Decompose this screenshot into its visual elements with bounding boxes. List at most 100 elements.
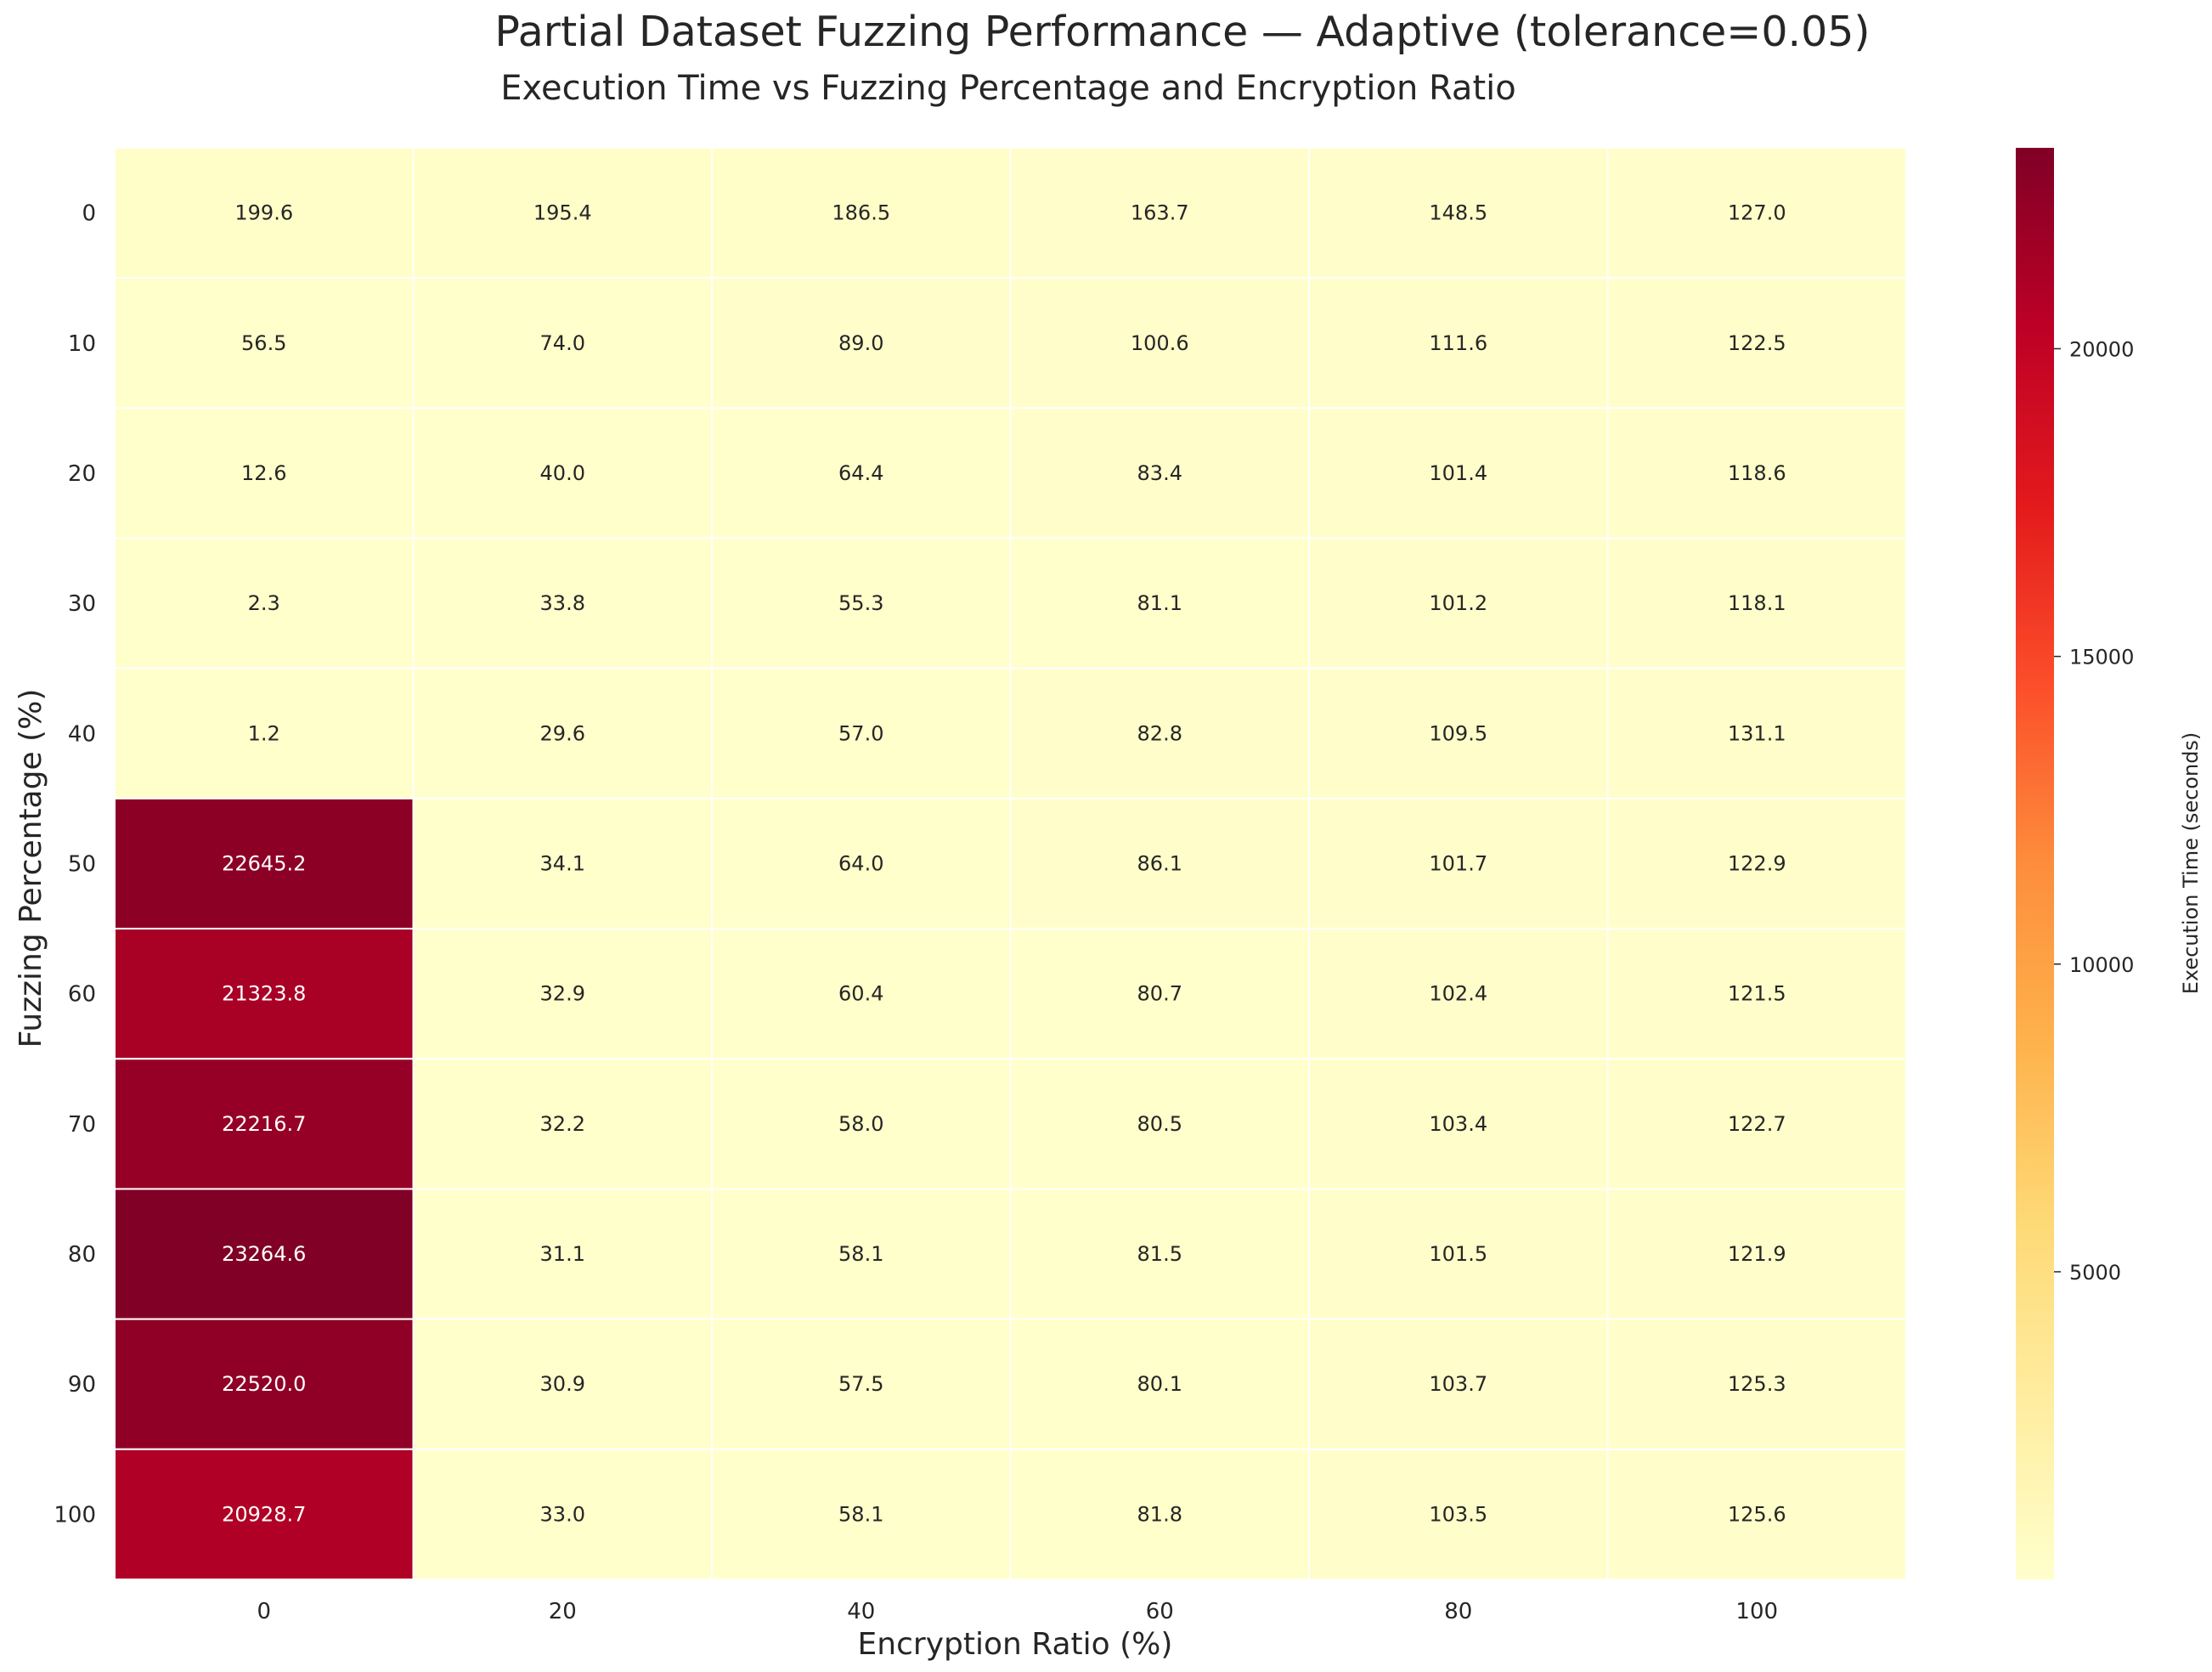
heatmap-cell: [1606, 1188, 1907, 1320]
cell-value-label: 22645.2: [222, 852, 306, 876]
heatmap-cell: [711, 1188, 1012, 1320]
cell-value-label: 101.7: [1429, 852, 1487, 876]
cell-value-label: 163.7: [1131, 201, 1189, 225]
cell-value-label: 40.0: [540, 461, 585, 485]
cell-value-label: 122.7: [1728, 1112, 1786, 1136]
heatmap-cell: [412, 537, 713, 669]
cell-value-label: 89.0: [838, 331, 883, 355]
cell-value-label: 29.6: [540, 721, 585, 745]
cell-value-label: 32.2: [540, 1112, 585, 1136]
cell-value-label: 101.5: [1429, 1242, 1487, 1266]
heatmap-cell: [1606, 147, 1907, 280]
heatmap-cell: [1009, 537, 1310, 669]
colorbar-ticks: 5000 10000 15000 20000: [2054, 337, 2134, 1285]
heatmap-cell: [114, 797, 415, 930]
cell-value-label: 131.1: [1728, 721, 1786, 745]
cell-value-label: 21323.8: [222, 982, 306, 1006]
cell-value-label: 83.4: [1137, 461, 1182, 485]
chart-subtitle: Execution Time vs Fuzzing Percentage and…: [500, 69, 1515, 108]
cell-value-label: 121.9: [1728, 1242, 1786, 1266]
colorbar-label: Execution Time (seconds): [2179, 732, 2203, 995]
cell-value-label: 1.2: [248, 721, 280, 745]
x-tick-label: 20: [549, 1599, 577, 1624]
heatmap-cell: [1308, 537, 1609, 669]
cell-value-label: 22520.0: [222, 1372, 306, 1396]
heatmap-cell: [412, 1318, 713, 1450]
cell-value-label: 32.9: [540, 982, 585, 1006]
heatmap-cell: [1308, 797, 1609, 930]
heatmap-cell: [1606, 537, 1907, 669]
heatmap-cell: [114, 1318, 415, 1450]
cell-value-label: 74.0: [540, 331, 585, 355]
cell-value-label: 12.6: [241, 461, 286, 485]
x-tick-label: 0: [257, 1599, 271, 1624]
colorbar-tick-label: 15000: [2069, 646, 2134, 669]
heatmap-cell: [1009, 407, 1310, 539]
x-tick-labels: 0 20 40 60 80 100: [257, 1599, 1778, 1624]
cell-value-label: 81.8: [1137, 1502, 1182, 1526]
cell-value-label: 103.4: [1429, 1112, 1487, 1136]
cell-value-label: 109.5: [1429, 721, 1487, 745]
heatmap-cell: [1606, 1058, 1907, 1190]
colorbar-tick-label: 20000: [2069, 337, 2134, 361]
heatmap-cell: [711, 407, 1012, 539]
cell-value-label: 186.5: [832, 201, 890, 225]
cell-value-label: 118.6: [1728, 461, 1786, 485]
heatmap-cell: [412, 928, 713, 1060]
colorbar-tick-label: 10000: [2069, 953, 2134, 977]
cell-value-label: 56.5: [241, 331, 286, 355]
x-tick-label: 40: [847, 1599, 875, 1624]
cell-value-label: 31.1: [540, 1242, 585, 1266]
heatmap-cell: [1308, 1188, 1609, 1320]
cell-value-label: 58.1: [838, 1242, 883, 1266]
cell-value-label: 81.1: [1137, 591, 1182, 615]
cell-value-label: 80.5: [1137, 1112, 1182, 1136]
heatmap-cell: [1606, 277, 1907, 410]
heatmap-cell: [1606, 1448, 1907, 1581]
cell-value-label: 122.5: [1728, 331, 1786, 355]
heatmap-cell: [412, 147, 713, 280]
cell-value-label: 64.4: [838, 461, 883, 485]
x-tick-label: 100: [1735, 1599, 1778, 1624]
cell-value-label: 20928.7: [222, 1502, 306, 1526]
heatmap-cell: [711, 667, 1012, 799]
heatmap-cell: [114, 1188, 415, 1320]
cell-value-label: 80.7: [1137, 982, 1182, 1006]
cell-value-label: 103.7: [1429, 1372, 1487, 1396]
heatmap-cell: [114, 147, 415, 280]
y-tick-label: 80: [68, 1242, 96, 1268]
y-tick-labels: 0 10 20 30 40 50 60 70 80 90 100: [54, 201, 96, 1528]
cell-value-label: 127.0: [1728, 201, 1786, 225]
cell-value-label: 111.6: [1429, 331, 1487, 355]
cell-value-label: 100.6: [1131, 331, 1189, 355]
heatmap-cell: [412, 407, 713, 539]
cell-value-label: 86.1: [1137, 852, 1182, 876]
x-tick-label: 60: [1146, 1599, 1174, 1624]
y-tick-label: 60: [68, 982, 96, 1008]
cell-value-label: 195.4: [533, 201, 592, 225]
cell-value-label: 22216.7: [222, 1112, 306, 1136]
y-tick-label: 40: [68, 721, 96, 747]
cell-value-label: 33.8: [540, 591, 585, 615]
y-tick-label: 100: [54, 1502, 96, 1528]
heatmap-cell: [1009, 928, 1310, 1060]
cell-value-label: 55.3: [838, 591, 883, 615]
cell-value-label: 57.5: [838, 1372, 883, 1396]
heatmap-cell: [1308, 147, 1609, 280]
cell-value-label: 81.5: [1137, 1242, 1182, 1266]
y-tick-label: 70: [68, 1112, 96, 1138]
cell-value-label: 82.8: [1137, 721, 1182, 745]
heatmap-cells: 199.6 195.4 186.5 163.7 148.5 127.0 56.5 74.0 89…: [114, 147, 1907, 1581]
cell-value-label: 80.1: [1137, 1372, 1182, 1396]
cell-value-label: 199.6: [234, 201, 293, 225]
heatmap-cell: [1308, 1058, 1609, 1190]
heatmap-cell: [114, 407, 415, 539]
y-tick-label: 20: [68, 461, 96, 487]
heatmap-cell: [114, 928, 415, 1060]
heatmap-cell: [1308, 407, 1609, 539]
heatmap-cell: [412, 1448, 713, 1581]
colorbar-tick-label: 5000: [2069, 1261, 2121, 1285]
heatmap-cell: [1606, 928, 1907, 1060]
heatmap-cell: [1308, 667, 1609, 799]
heatmap-cell: [1009, 147, 1310, 280]
